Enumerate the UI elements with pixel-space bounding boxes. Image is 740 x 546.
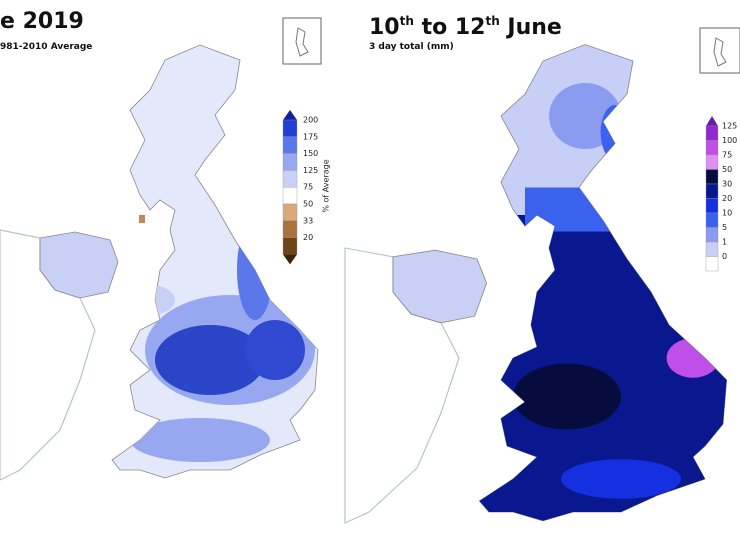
legend-label: 200: [303, 116, 318, 125]
legend-label: 30: [722, 180, 732, 189]
legend-label: 150: [303, 149, 318, 158]
legend-label: 175: [303, 132, 318, 141]
legend-swatch: [705, 125, 719, 141]
legend-swatch: [705, 169, 719, 185]
legend-label: 20: [722, 194, 732, 203]
legend-label: 125: [722, 122, 737, 131]
legend-label: 0: [722, 252, 727, 261]
title-part: th: [485, 14, 499, 28]
legend-label: 50: [303, 200, 313, 209]
title-part: to 12: [414, 15, 486, 40]
legend-swatch: [705, 154, 719, 170]
legend-arrow: [283, 254, 297, 265]
legend-swatch: [282, 119, 298, 137]
legend-swatch: [282, 170, 298, 188]
legend-swatch: [282, 237, 298, 255]
legend-swatch: [282, 186, 298, 205]
legend-swatch: [282, 136, 298, 154]
title-part: 10: [369, 15, 400, 40]
legend-title: % of Average: [322, 159, 331, 212]
legend-swatch: [705, 227, 719, 243]
legend-swatch: [705, 212, 719, 228]
title-part: June: [500, 15, 562, 40]
right-title: 10th to 12th June: [369, 14, 562, 40]
legend-label: 75: [303, 183, 313, 192]
legend-label: 75: [722, 151, 732, 160]
dry-patch: [139, 215, 145, 223]
right-subtitle: 3 day total (mm): [369, 42, 454, 52]
legend-swatch: [282, 153, 298, 171]
right-map: [344, 43, 728, 524]
title-part: th: [400, 14, 414, 28]
legend-arrow: [283, 110, 297, 120]
legend-swatch: [282, 203, 298, 221]
shetland-inset: [282, 17, 322, 65]
legend-label: 1: [722, 238, 727, 247]
great-britain: [111, 44, 319, 479]
legend-label: 33: [303, 216, 313, 225]
legend-label: 5: [722, 223, 727, 232]
legend-swatch: [705, 256, 719, 272]
shetland-inset: [699, 27, 740, 74]
legend-swatch: [705, 140, 719, 156]
legend-label: 10: [722, 209, 732, 218]
legend-swatch: [282, 220, 298, 238]
left-subtitle: 981-2010 Average: [0, 42, 92, 52]
legend-label: 100: [722, 136, 737, 145]
legend-swatch: [705, 241, 719, 257]
shetland: [713, 37, 727, 67]
left-title: e 2019: [0, 9, 84, 34]
legend-arrow: [706, 116, 718, 126]
legend-swatch: [705, 183, 719, 199]
left-map: [0, 17, 322, 481]
legend-label: 50: [722, 165, 732, 174]
legend-label: 125: [303, 166, 318, 175]
legend-swatch: [705, 198, 719, 214]
shetland: [295, 27, 309, 57]
legend-label: 20: [303, 233, 313, 242]
